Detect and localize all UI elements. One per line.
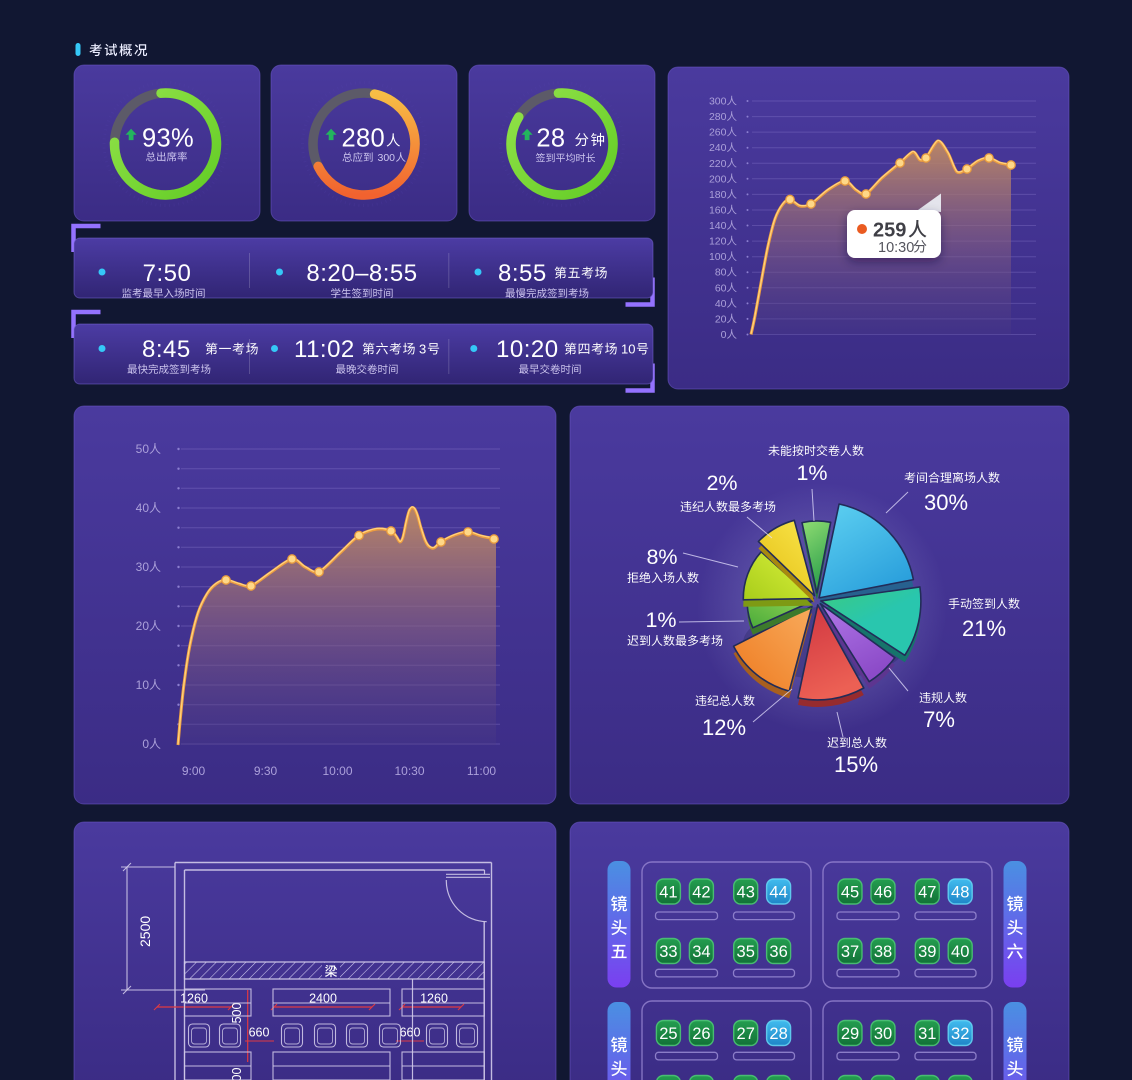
svg-text:1%: 1%	[796, 461, 827, 485]
svg-text:0: 0	[142, 737, 149, 751]
svg-text:300: 300	[378, 152, 396, 164]
svg-text:10:30: 10:30	[394, 764, 424, 778]
svg-text:25: 25	[659, 1025, 677, 1043]
svg-text:8%: 8%	[646, 545, 677, 569]
svg-text:33: 33	[659, 943, 677, 961]
svg-text:140: 140	[709, 220, 727, 232]
svg-text:10:30: 10:30	[878, 240, 914, 256]
svg-text:27: 27	[737, 1025, 755, 1043]
svg-text:9:30: 9:30	[254, 764, 278, 778]
svg-text:240: 240	[709, 142, 727, 154]
svg-text:32: 32	[951, 1025, 969, 1043]
svg-text:60: 60	[715, 282, 727, 294]
svg-text:43: 43	[737, 884, 755, 902]
svg-text:500: 500	[230, 1068, 244, 1080]
svg-text:80: 80	[715, 267, 727, 279]
svg-text:28: 28	[536, 125, 565, 153]
svg-text:10:00: 10:00	[322, 764, 352, 778]
svg-text:30: 30	[136, 560, 150, 574]
svg-text:10: 10	[621, 342, 635, 357]
svg-text:9:00: 9:00	[182, 764, 206, 778]
svg-text:11:02: 11:02	[294, 336, 355, 363]
svg-text:260: 260	[709, 127, 727, 139]
svg-text:50: 50	[136, 442, 150, 456]
svg-text:280: 280	[342, 125, 385, 153]
svg-text:47: 47	[918, 884, 936, 902]
svg-text:160: 160	[709, 205, 727, 217]
svg-text:10:20: 10:20	[496, 336, 559, 363]
svg-text:220: 220	[709, 158, 727, 170]
svg-text:31: 31	[918, 1025, 936, 1043]
svg-text:40: 40	[136, 501, 150, 515]
svg-text:1260: 1260	[420, 992, 448, 1006]
svg-text:660: 660	[400, 1026, 421, 1040]
svg-text:36: 36	[769, 943, 787, 961]
svg-text:48: 48	[951, 884, 969, 902]
svg-text:39: 39	[918, 943, 936, 961]
svg-text:2500: 2500	[137, 916, 153, 947]
svg-text:100: 100	[709, 251, 727, 263]
svg-text:40: 40	[951, 943, 969, 961]
svg-text:28: 28	[769, 1025, 787, 1043]
svg-text:38: 38	[874, 943, 892, 961]
svg-text:2400: 2400	[309, 992, 337, 1006]
svg-text:7%: 7%	[923, 707, 955, 732]
svg-text:180: 180	[709, 189, 727, 201]
svg-text:20: 20	[136, 619, 150, 633]
svg-text:15%: 15%	[834, 752, 878, 777]
svg-text:1%: 1%	[645, 608, 676, 632]
svg-text:40: 40	[715, 298, 727, 310]
svg-text:26: 26	[692, 1025, 710, 1043]
svg-text:1260: 1260	[180, 992, 208, 1006]
svg-text:93%: 93%	[142, 125, 194, 153]
svg-text:8:55: 8:55	[498, 260, 547, 287]
svg-text:20: 20	[715, 313, 727, 325]
svg-text:42: 42	[692, 884, 710, 902]
svg-text:200: 200	[709, 173, 727, 185]
svg-text:8:20–8:55: 8:20–8:55	[306, 260, 417, 287]
svg-text:46: 46	[874, 884, 892, 902]
svg-text:660: 660	[249, 1026, 270, 1040]
svg-text:500: 500	[230, 1003, 244, 1024]
svg-text:11:00: 11:00	[467, 764, 496, 778]
svg-text:37: 37	[841, 943, 859, 961]
svg-text:30: 30	[874, 1025, 892, 1043]
svg-text:30%: 30%	[924, 490, 968, 515]
svg-text:259: 259	[873, 220, 906, 242]
svg-text:280: 280	[709, 111, 727, 123]
svg-text:44: 44	[769, 884, 787, 902]
svg-text:35: 35	[737, 943, 755, 961]
svg-text:10: 10	[136, 678, 150, 692]
svg-text:7:50: 7:50	[143, 260, 192, 287]
svg-text:300: 300	[709, 96, 727, 108]
svg-text:41: 41	[659, 884, 677, 902]
svg-text:21%: 21%	[962, 616, 1006, 641]
svg-text:2%: 2%	[706, 471, 737, 495]
svg-text:34: 34	[692, 943, 710, 961]
svg-text:3: 3	[419, 342, 426, 357]
svg-text:45: 45	[841, 884, 859, 902]
svg-text:0: 0	[721, 329, 727, 341]
svg-text:8:45: 8:45	[142, 336, 191, 363]
svg-text:29: 29	[841, 1025, 859, 1043]
svg-text:12%: 12%	[702, 715, 746, 740]
svg-text:120: 120	[709, 236, 727, 248]
